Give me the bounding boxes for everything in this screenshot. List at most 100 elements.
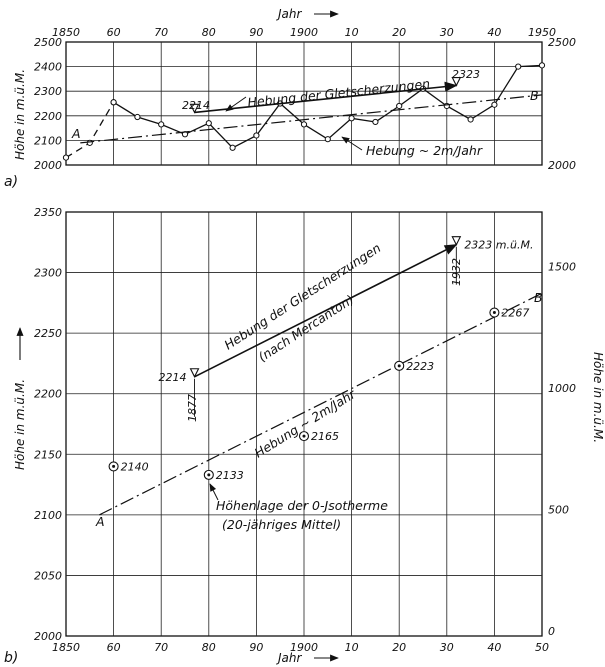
- panel-b-points: 2140 2133 2165 2223 2267: [108, 307, 529, 482]
- y-tick-label-left: 2250: [34, 327, 62, 340]
- panel-a-label-B: B: [530, 88, 539, 103]
- y-tick-label-right: 500: [548, 504, 569, 517]
- isotherm-point-dot: [397, 364, 401, 368]
- series-endpoint-triangle: [189, 368, 200, 378]
- panel-a-label-2214: 2214: [182, 99, 210, 112]
- panel-b-y-tick-labels-right: 0 500 1000 1500: [548, 261, 576, 639]
- series-point: [396, 102, 403, 110]
- x-tick-label: 20: [392, 26, 406, 39]
- y-tick-label-left: 2200: [34, 110, 62, 123]
- series-point: [348, 115, 355, 122]
- panel-a-series: [62, 62, 546, 161]
- panel-b-label-B: B: [534, 290, 543, 305]
- panel-a-label: a): [4, 174, 18, 190]
- series-endpoint-triangle: [451, 76, 462, 87]
- y-tick-label-right: 1500: [548, 261, 576, 274]
- panel-b: 1850 60 70 80 90 1900 10 20 30 40 50 2000205021002…: [4, 206, 605, 666]
- x-tick-label: 1900: [290, 641, 318, 654]
- isotherm-point-dot: [302, 434, 306, 438]
- x-tick-label: 80: [202, 641, 216, 654]
- y-tick-label-left: 2000: [34, 159, 62, 172]
- y-tick-label-left: 2100: [34, 134, 62, 147]
- panel-a: 1850 60 70 80 90 1900 10 20 30 40 1950 2000 2100 220…: [4, 7, 576, 190]
- y-tick-label-left: 2350: [34, 206, 62, 219]
- series-endpoint-label: 2214: [159, 371, 187, 384]
- x-tick-label: 90: [249, 26, 263, 39]
- x-tick-label: 20: [392, 641, 406, 654]
- series-point: [205, 120, 212, 127]
- series-line-1: [99, 292, 543, 516]
- x-tick-label: 30: [440, 26, 454, 39]
- isotherm-point-dot: [492, 311, 496, 315]
- x-tick-label: 50: [535, 641, 549, 654]
- panel-a-label-A: A: [71, 126, 81, 141]
- isotherm-point-label: 2165: [311, 430, 339, 443]
- y-tick-label-left: 2150: [34, 448, 62, 461]
- panel-a-annotation-glacier: Hebung der Gletscherzungen: [247, 76, 431, 110]
- x-tick-label: 10: [345, 26, 359, 39]
- series-line-0: [194, 243, 458, 378]
- series-point: [86, 139, 93, 146]
- panel-b-label: b): [4, 650, 18, 666]
- series-endpoint-triangle: [189, 103, 200, 114]
- panel-b-year-1877: 1877: [186, 394, 199, 422]
- y-tick-label-left: 2300: [34, 85, 62, 98]
- panel-a-grid: [66, 42, 542, 165]
- x-tick-label: 60: [107, 26, 121, 39]
- x-tick-label: 1950: [528, 26, 556, 39]
- x-tick-label: 40: [487, 26, 501, 39]
- series-point: [538, 62, 546, 69]
- x-tick-label: 90: [249, 641, 263, 654]
- series-endpoint-label: 2323 m.ü.M.: [464, 239, 533, 252]
- series-point: [467, 116, 474, 123]
- x-tick-label: 1850: [52, 26, 80, 39]
- x-tick-label: 1900: [290, 26, 318, 39]
- x-tick-label: 30: [440, 641, 454, 654]
- panel-a-leader-rise: [341, 136, 363, 151]
- panel-b-y-axis-label: Höhe in m.ü.M.: [13, 379, 27, 470]
- y-tick-label-left: 2050: [34, 569, 62, 582]
- series-point: [134, 113, 141, 121]
- panel-b-annotation-isotherm: Höhenlage der 0-Jsotherme: [216, 498, 388, 513]
- panel-b-annotation-rise: Hebung ~ 2m/Jahr: [252, 386, 359, 461]
- series-point: [372, 118, 379, 126]
- y-tick-label-right: 1000: [548, 382, 576, 395]
- y-tick-label-left: 2200: [34, 388, 62, 401]
- x-tick-label: 60: [107, 641, 121, 654]
- y-tick-label-right: 2500: [548, 36, 576, 49]
- panel-a-annotation-rise: Hebung ~ 2m/Jahr: [366, 143, 483, 158]
- panel-b-series: 2323 m.ü.M. 2214: [99, 236, 543, 516]
- panel-a-y-tick-labels-right: 2000 2500: [548, 36, 576, 172]
- series-endpoint-triangle: [451, 236, 462, 246]
- panel-b-label-A: A: [95, 514, 105, 529]
- series-point: [110, 99, 117, 106]
- isotherm-point-label: 2133: [216, 469, 244, 482]
- panel-a-leader-glacier: [225, 96, 247, 112]
- isotherm-point-label: 2140: [121, 460, 149, 473]
- y-tick-label-left: 2100: [34, 509, 62, 522]
- series-point: [62, 154, 70, 161]
- isotherm-point-label: 2223: [406, 360, 434, 373]
- panel-a-y-tick-labels-left: 2000 2100 2200 2300 2400 2500: [34, 36, 62, 172]
- series-line-3: [80, 94, 543, 144]
- series-point: [491, 101, 498, 108]
- y-tick-label-right: 0: [548, 625, 555, 638]
- x-tick-label: 70: [154, 641, 168, 654]
- panel-b-year-1932: 1932: [450, 258, 463, 286]
- panel-a-x-axis-label: Jahr: [276, 7, 302, 21]
- panel-a-y-axis-label: Höhe in m.ü.M.: [13, 69, 27, 160]
- series-point: [300, 121, 308, 128]
- x-tick-label: 80: [202, 26, 216, 39]
- y-tick-label-left: 2500: [34, 36, 62, 49]
- panel-a-label-2323: 2323: [452, 68, 480, 81]
- y-tick-label-left: 2400: [34, 61, 62, 74]
- panel-b-x-tick-labels: 1850 60 70 80 90 1900 10 20 30 40 50: [52, 641, 549, 654]
- panel-b-x-axis-label: Jahr: [276, 651, 302, 665]
- isotherm-point-dot: [112, 464, 116, 468]
- panel-b-grid: [66, 212, 542, 636]
- x-tick-label: 40: [487, 641, 501, 654]
- panel-a-x-tick-labels: 1850 60 70 80 90 1900 10 20 30 40 1950: [52, 26, 556, 39]
- isotherm-point-dot: [207, 473, 211, 477]
- y-tick-label-left: 2300: [34, 267, 62, 280]
